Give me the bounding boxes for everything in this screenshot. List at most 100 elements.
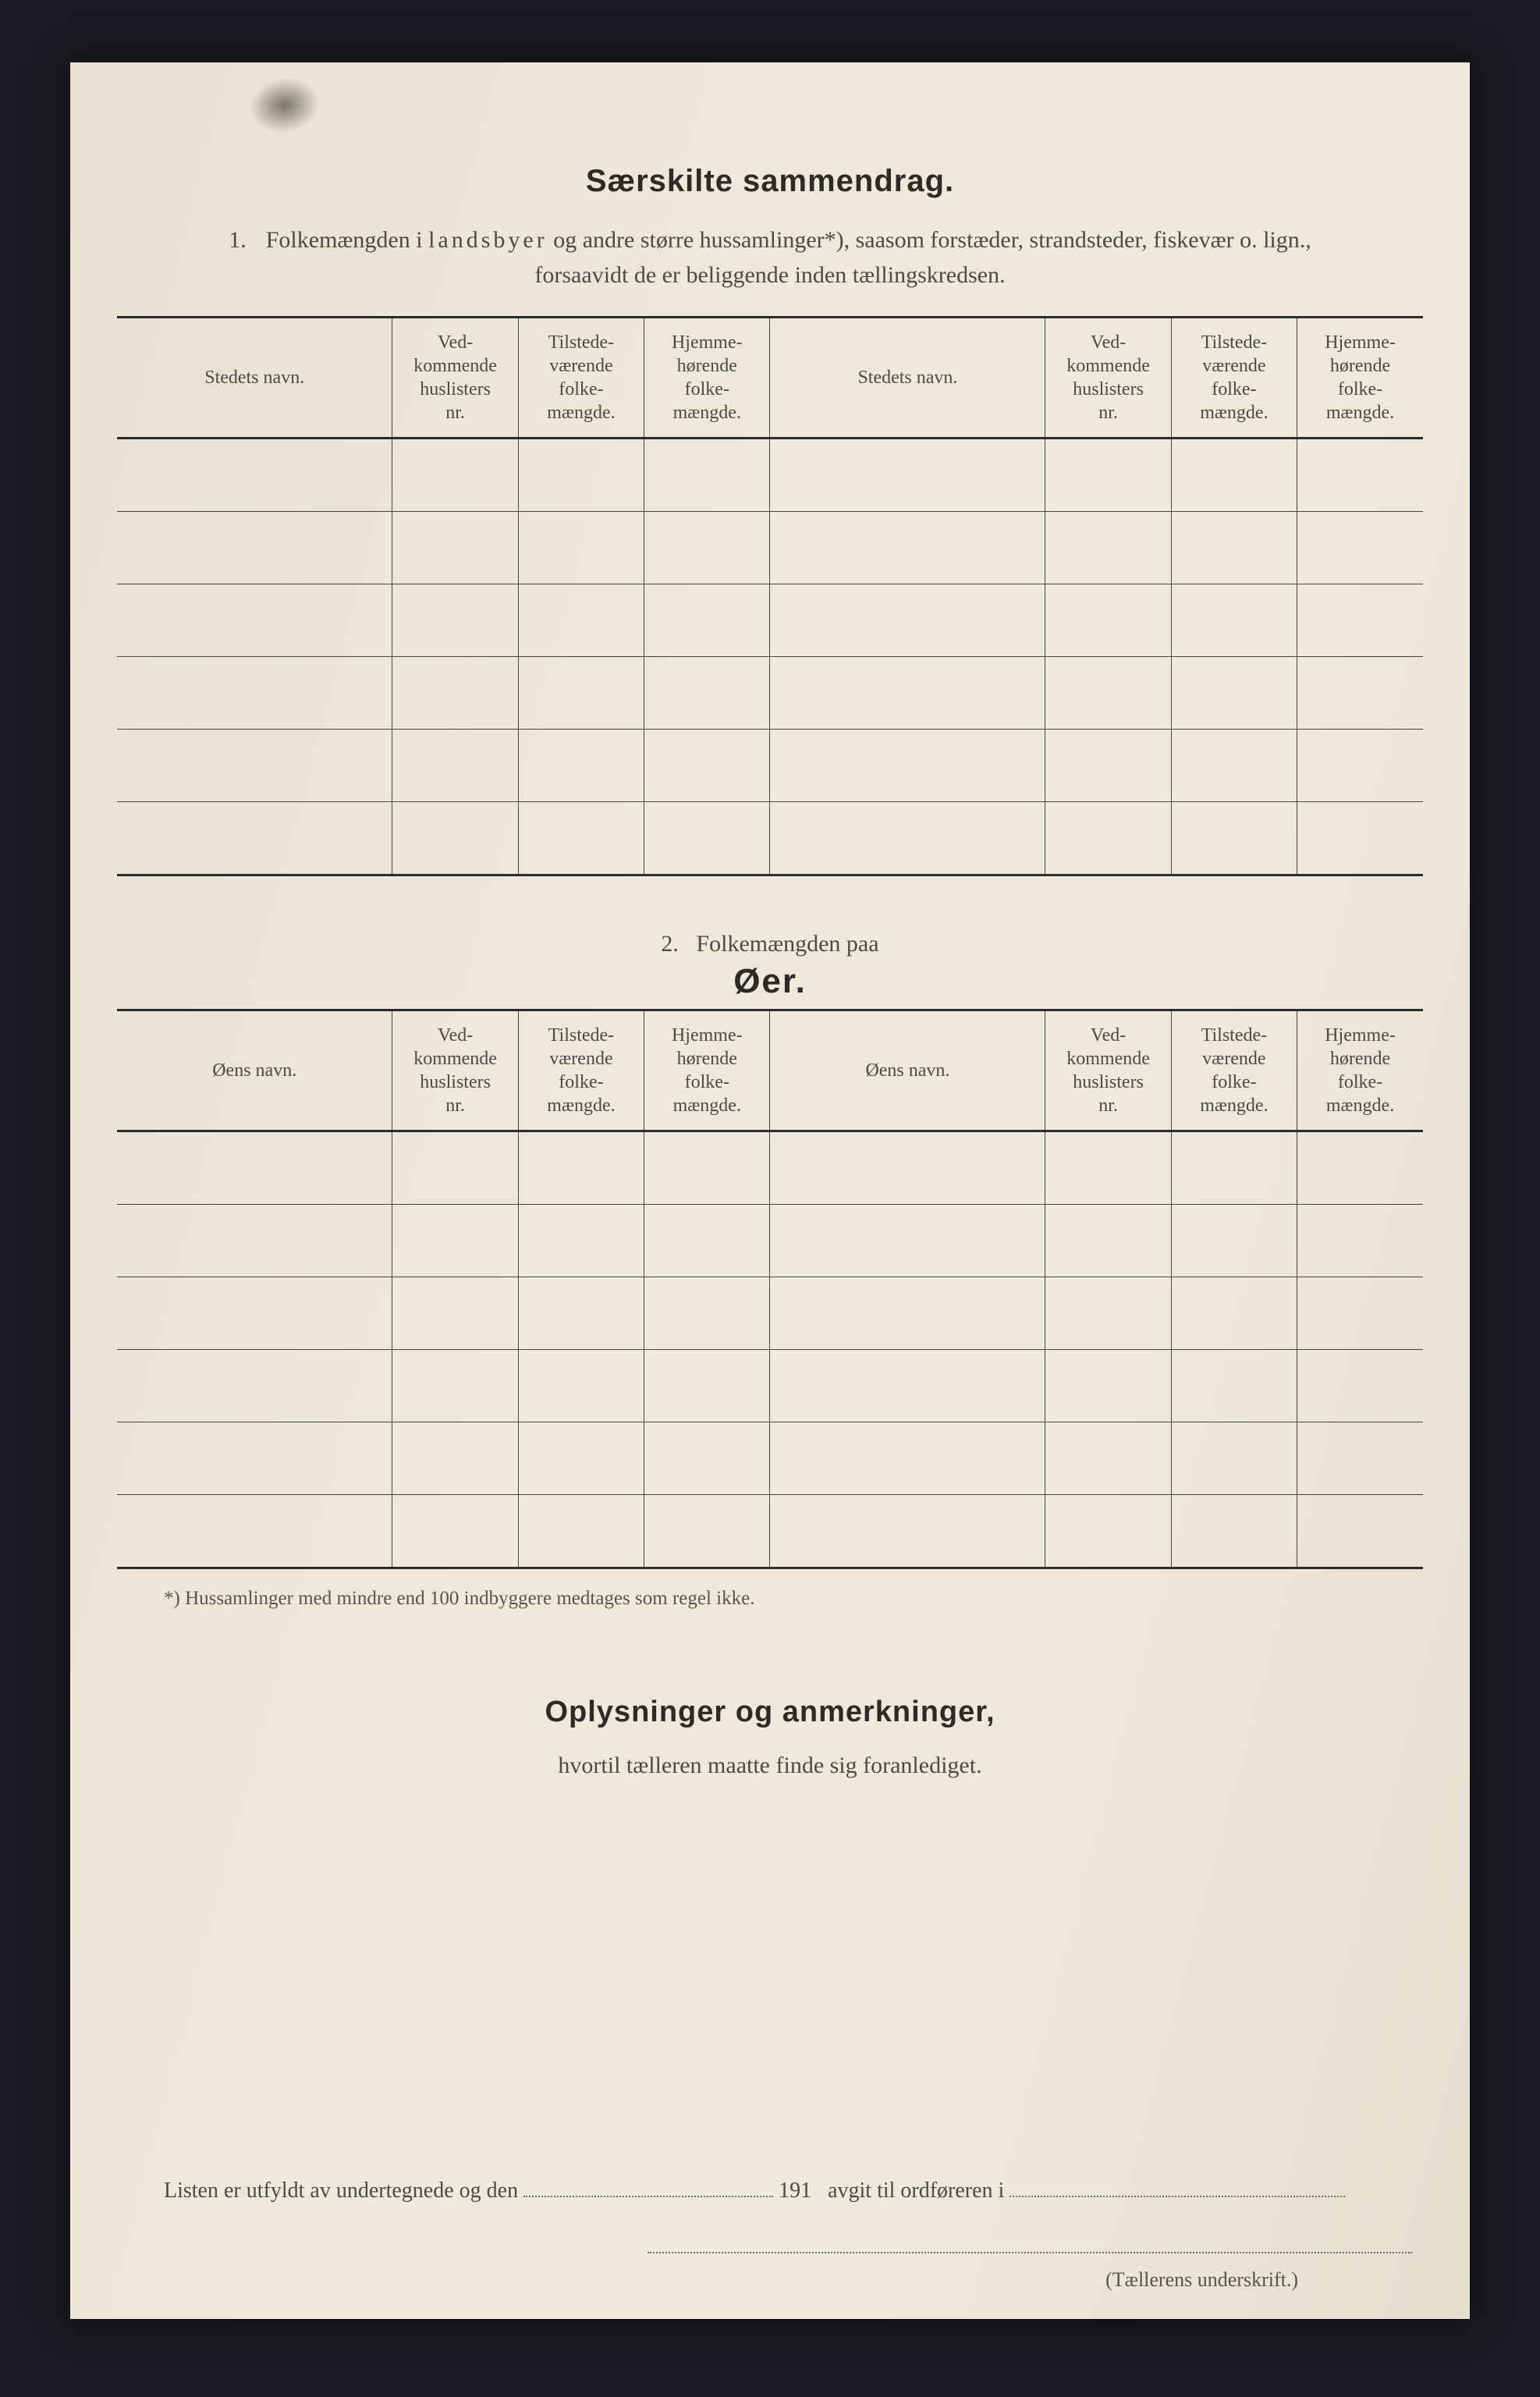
table-cell (392, 1205, 518, 1277)
table-cell (1297, 657, 1423, 730)
table-cell (117, 657, 392, 730)
table-cell (1171, 1422, 1297, 1495)
table-cell (770, 802, 1045, 875)
table-cell (392, 584, 518, 657)
table-cell (117, 1131, 392, 1205)
table-cell (1297, 1277, 1423, 1350)
table-cell (392, 657, 518, 730)
table-row (117, 439, 1423, 512)
table-cell (1171, 1131, 1297, 1205)
table-cell (644, 657, 770, 730)
table-header-row: Øens navn. Ved- kommende huslisters nr. … (117, 1010, 1423, 1131)
table-cell (1045, 1277, 1171, 1350)
table-cell (117, 802, 392, 875)
table-cell (117, 512, 392, 584)
table-cell (518, 1422, 644, 1495)
table-cell (644, 802, 770, 875)
th-a-left: Ved- kommende huslisters nr. (392, 1010, 518, 1131)
table-cell (518, 730, 644, 802)
footnote: *) Hussamlinger med mindre end 100 indby… (164, 1588, 1423, 1610)
ink-smudge (246, 73, 325, 139)
remarks-blank-area (117, 1810, 1423, 2169)
signature-line (648, 2241, 1412, 2253)
signoff-line: Listen er utfyldt av undertegnede og den… (164, 2169, 1392, 2213)
table-cell (1171, 1350, 1297, 1422)
table-cell (392, 730, 518, 802)
table-cell (1297, 512, 1423, 584)
table-cell (1045, 802, 1171, 875)
table-cell (1045, 512, 1171, 584)
blank-date (523, 2176, 773, 2197)
table-cell (1171, 1205, 1297, 1277)
table-row (117, 1422, 1423, 1495)
table-cell (1045, 1495, 1171, 1568)
blank-place (1010, 2176, 1345, 2197)
page-title: Særskilte sammendrag. (117, 164, 1423, 199)
table-cell (392, 439, 518, 512)
table-cell (392, 802, 518, 875)
th-c-right: Hjemme- hørende folke- mængde. (1297, 1010, 1423, 1131)
th-name-left: Stedets navn. (117, 318, 392, 439)
table-cell (770, 584, 1045, 657)
table2-body (117, 1131, 1423, 1568)
th-a-left: Ved- kommende huslisters nr. (392, 318, 518, 439)
table-cell (518, 1131, 644, 1205)
table-cell (770, 1350, 1045, 1422)
table-cell (117, 1277, 392, 1350)
table-cell (1171, 512, 1297, 584)
table-cell (117, 1205, 392, 1277)
table-row (117, 1350, 1423, 1422)
table-cell (1171, 439, 1297, 512)
table-cell (1297, 1495, 1423, 1568)
table-row (117, 1205, 1423, 1277)
table-cell (392, 512, 518, 584)
table-cell (1297, 1350, 1423, 1422)
table-section1: Stedets navn. Ved- kommende huslisters n… (117, 316, 1423, 876)
table-cell (644, 1422, 770, 1495)
table-row (117, 584, 1423, 657)
paper-sheet: Særskilte sammendrag. 1. Folkemængden i … (70, 62, 1470, 2319)
table-row (117, 657, 1423, 730)
section1-number: 1. (229, 222, 260, 257)
table-cell (770, 730, 1045, 802)
viewport: Særskilte sammendrag. 1. Folkemængden i … (0, 0, 1540, 2397)
table-row (117, 1495, 1423, 1568)
section1-intro: 1. Folkemængden i landsbyer og andre stø… (148, 222, 1392, 293)
table-cell (770, 512, 1045, 584)
table-cell (1171, 584, 1297, 657)
table-cell (518, 1495, 644, 1568)
table-cell (644, 1495, 770, 1568)
table-row (117, 512, 1423, 584)
table-cell (770, 1131, 1045, 1205)
table-section2: Øens navn. Ved- kommende huslisters nr. … (117, 1009, 1423, 1569)
table-cell (770, 1422, 1045, 1495)
table-cell (644, 730, 770, 802)
table-cell (518, 1350, 644, 1422)
table-cell (518, 439, 644, 512)
signoff-post: avgit til ordføreren i (828, 2179, 1004, 2203)
table-cell (770, 1277, 1045, 1350)
table-cell (770, 1495, 1045, 1568)
table-row (117, 1131, 1423, 1205)
intro-text-spaced: landsbyer (428, 227, 548, 253)
table-cell (644, 584, 770, 657)
table-cell (117, 730, 392, 802)
table-cell (518, 802, 644, 875)
remarks-sub: hvortil tælleren maatte finde sig foranl… (117, 1752, 1423, 1779)
table-row (117, 1277, 1423, 1350)
table-cell (644, 1350, 770, 1422)
intro-text-post: og andre større hussamlinger*), saasom f… (548, 227, 1311, 253)
th-name-left: Øens navn. (117, 1010, 392, 1131)
table-cell (1297, 802, 1423, 875)
table-cell (1045, 1131, 1171, 1205)
th-b-right: Tilstede- værende folke- mængde. (1171, 1010, 1297, 1131)
table-cell (644, 439, 770, 512)
table-cell (1045, 730, 1171, 802)
table-header-row: Stedets navn. Ved- kommende huslisters n… (117, 318, 1423, 439)
table-cell (117, 1495, 392, 1568)
th-b-right: Tilstede- værende folke- mængde. (1171, 318, 1297, 439)
intro-line2: forsaavidt de er beliggende inden tællin… (534, 262, 1005, 288)
th-c-right: Hjemme- hørende folke- mængde. (1297, 318, 1423, 439)
table-cell (1171, 1277, 1297, 1350)
table-cell (1297, 1131, 1423, 1205)
